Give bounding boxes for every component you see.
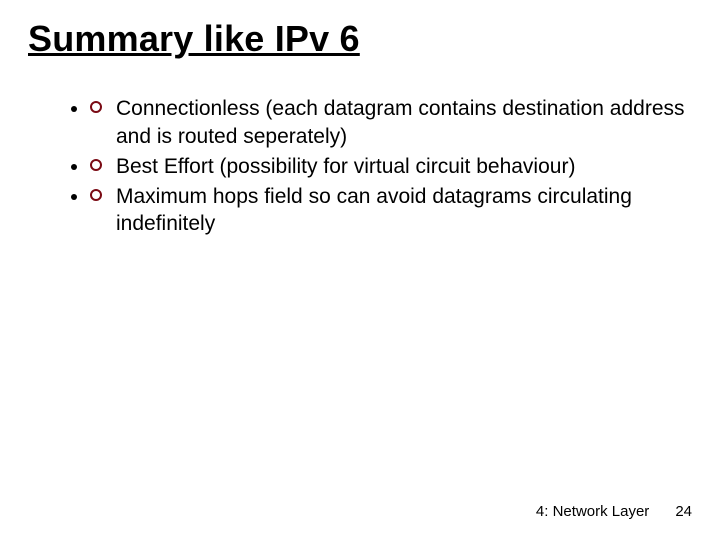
slide-container: Summary like IPv 6 Connectionless (each … [0,0,720,540]
circle-bullet-icon [90,189,102,201]
footer-section-label: 4: Network Layer [536,503,649,520]
bullet-text: Maximum hops field so can avoid datagram… [116,185,632,236]
list-item: Best Effort (possibility for virtual cir… [90,153,692,181]
slide-footer: 4: Network Layer 24 [536,503,692,520]
list-item: Connectionless (each datagram contains d… [90,95,692,150]
bullet-text: Best Effort (possibility for virtual cir… [116,155,575,178]
footer-page-number: 24 [675,503,692,520]
bullet-list: Connectionless (each datagram contains d… [28,95,692,238]
slide-title: Summary like IPv 6 [28,18,692,59]
list-item: Maximum hops field so can avoid datagram… [90,183,692,238]
circle-bullet-icon [90,101,102,113]
circle-bullet-icon [90,159,102,171]
bullet-text: Connectionless (each datagram contains d… [116,97,685,148]
